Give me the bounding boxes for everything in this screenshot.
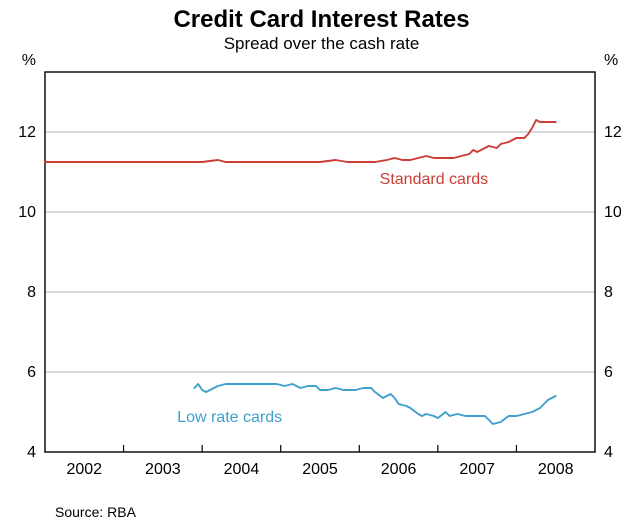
- plot-border: [44, 71, 596, 453]
- x-axis-label: 2008: [538, 461, 574, 478]
- series-label: Low rate cards: [177, 409, 282, 426]
- series-label: Standard cards: [380, 171, 489, 188]
- y-axis-label-left: 4: [27, 444, 36, 461]
- y-axis-label-right: 6: [604, 364, 613, 381]
- x-axis-label: 2003: [145, 461, 181, 478]
- y-axis-label-right: 4: [604, 444, 613, 461]
- series-line: [44, 119, 557, 163]
- x-axis-label: 2002: [66, 461, 102, 478]
- x-axis-label: 2005: [302, 461, 338, 478]
- y-axis-label-left: 10: [18, 204, 36, 221]
- chart-subtitle: Spread over the cash rate: [223, 34, 420, 53]
- y-axis-label-right: 8: [604, 284, 613, 301]
- x-axis-label: 2007: [459, 461, 495, 478]
- series-line: [193, 383, 557, 425]
- chart-title: Credit Card Interest Rates: [173, 6, 470, 33]
- y-axis-label-right: 10: [604, 204, 622, 221]
- x-axis-label: 2004: [224, 461, 260, 478]
- x-axis-label: 2006: [381, 461, 417, 478]
- y-axis-label-left: 8: [27, 284, 36, 301]
- y-axis-unit-left: %: [22, 52, 36, 69]
- y-axis-unit-right: %: [604, 52, 618, 69]
- y-axis-label-left: 12: [18, 124, 36, 141]
- y-axis-label-right: 12: [604, 124, 622, 141]
- source-note: Source: RBA: [55, 504, 136, 520]
- y-axis-label-left: 6: [27, 364, 36, 381]
